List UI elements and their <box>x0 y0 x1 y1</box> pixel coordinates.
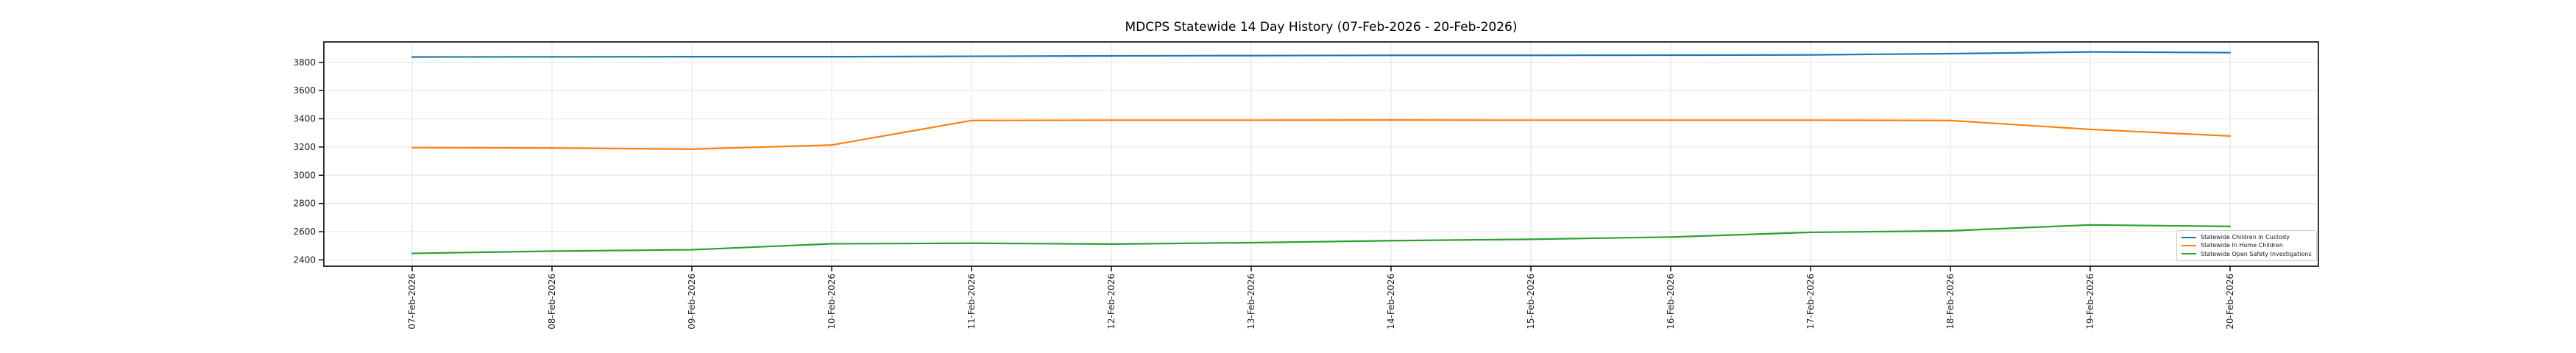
x-tick-label: 20-Feb-2026 <box>2225 274 2235 329</box>
x-tick-label: 09-Feb-2026 <box>687 274 697 329</box>
x-tick-label: 07-Feb-2026 <box>407 274 417 329</box>
legend-line-swatch <box>2182 244 2196 246</box>
legend-label: Statewide Open Safety Investigations <box>2201 250 2312 257</box>
y-tick-label: 2800 <box>293 199 316 209</box>
y-tick-label: 2600 <box>293 227 316 237</box>
x-tick-label: 08-Feb-2026 <box>547 274 557 329</box>
series-line-1 <box>411 119 2232 150</box>
legend-item: Statewide Children in Custody <box>2182 233 2312 241</box>
legend: Statewide Children in Custody Statewide … <box>2176 230 2317 261</box>
legend-item: Statewide In Home Children <box>2182 241 2312 249</box>
legend-line-swatch <box>2182 236 2196 238</box>
y-tick-label: 2400 <box>293 254 316 265</box>
y-tick-label: 3400 <box>293 114 316 124</box>
x-tick-label: 18-Feb-2026 <box>1945 274 1956 329</box>
series-line-2 <box>411 224 2232 254</box>
chart-title: MDCPS Statewide 14 Day History (07-Feb-2… <box>1125 20 1518 35</box>
x-tick-label: 16-Feb-2026 <box>1666 274 1676 329</box>
legend-label: Statewide Children in Custody <box>2201 234 2290 241</box>
y-tick-label: 3000 <box>293 170 316 180</box>
y-tick-label: 3600 <box>293 85 316 96</box>
x-tick-label: 12-Feb-2026 <box>1106 274 1117 329</box>
x-tick-label: 14-Feb-2026 <box>1386 274 1396 329</box>
legend-item: Statewide Open Safety Investigations <box>2182 250 2312 258</box>
x-tick-label: 13-Feb-2026 <box>1246 274 1256 329</box>
legend-label: Statewide In Home Children <box>2201 242 2283 249</box>
legend-line-swatch <box>2182 253 2196 255</box>
x-tick-label: 17-Feb-2026 <box>1805 274 1816 329</box>
x-tick-label: 10-Feb-2026 <box>827 274 837 329</box>
series-line-0 <box>411 51 2232 58</box>
plot-box-spines <box>323 41 2319 267</box>
x-tick-label: 15-Feb-2026 <box>1526 274 1536 329</box>
x-tick-label: 11-Feb-2026 <box>966 274 977 329</box>
y-tick-label: 3200 <box>293 142 316 152</box>
x-tick-label: 19-Feb-2026 <box>2085 274 2095 329</box>
y-tick-label: 3800 <box>293 57 316 68</box>
